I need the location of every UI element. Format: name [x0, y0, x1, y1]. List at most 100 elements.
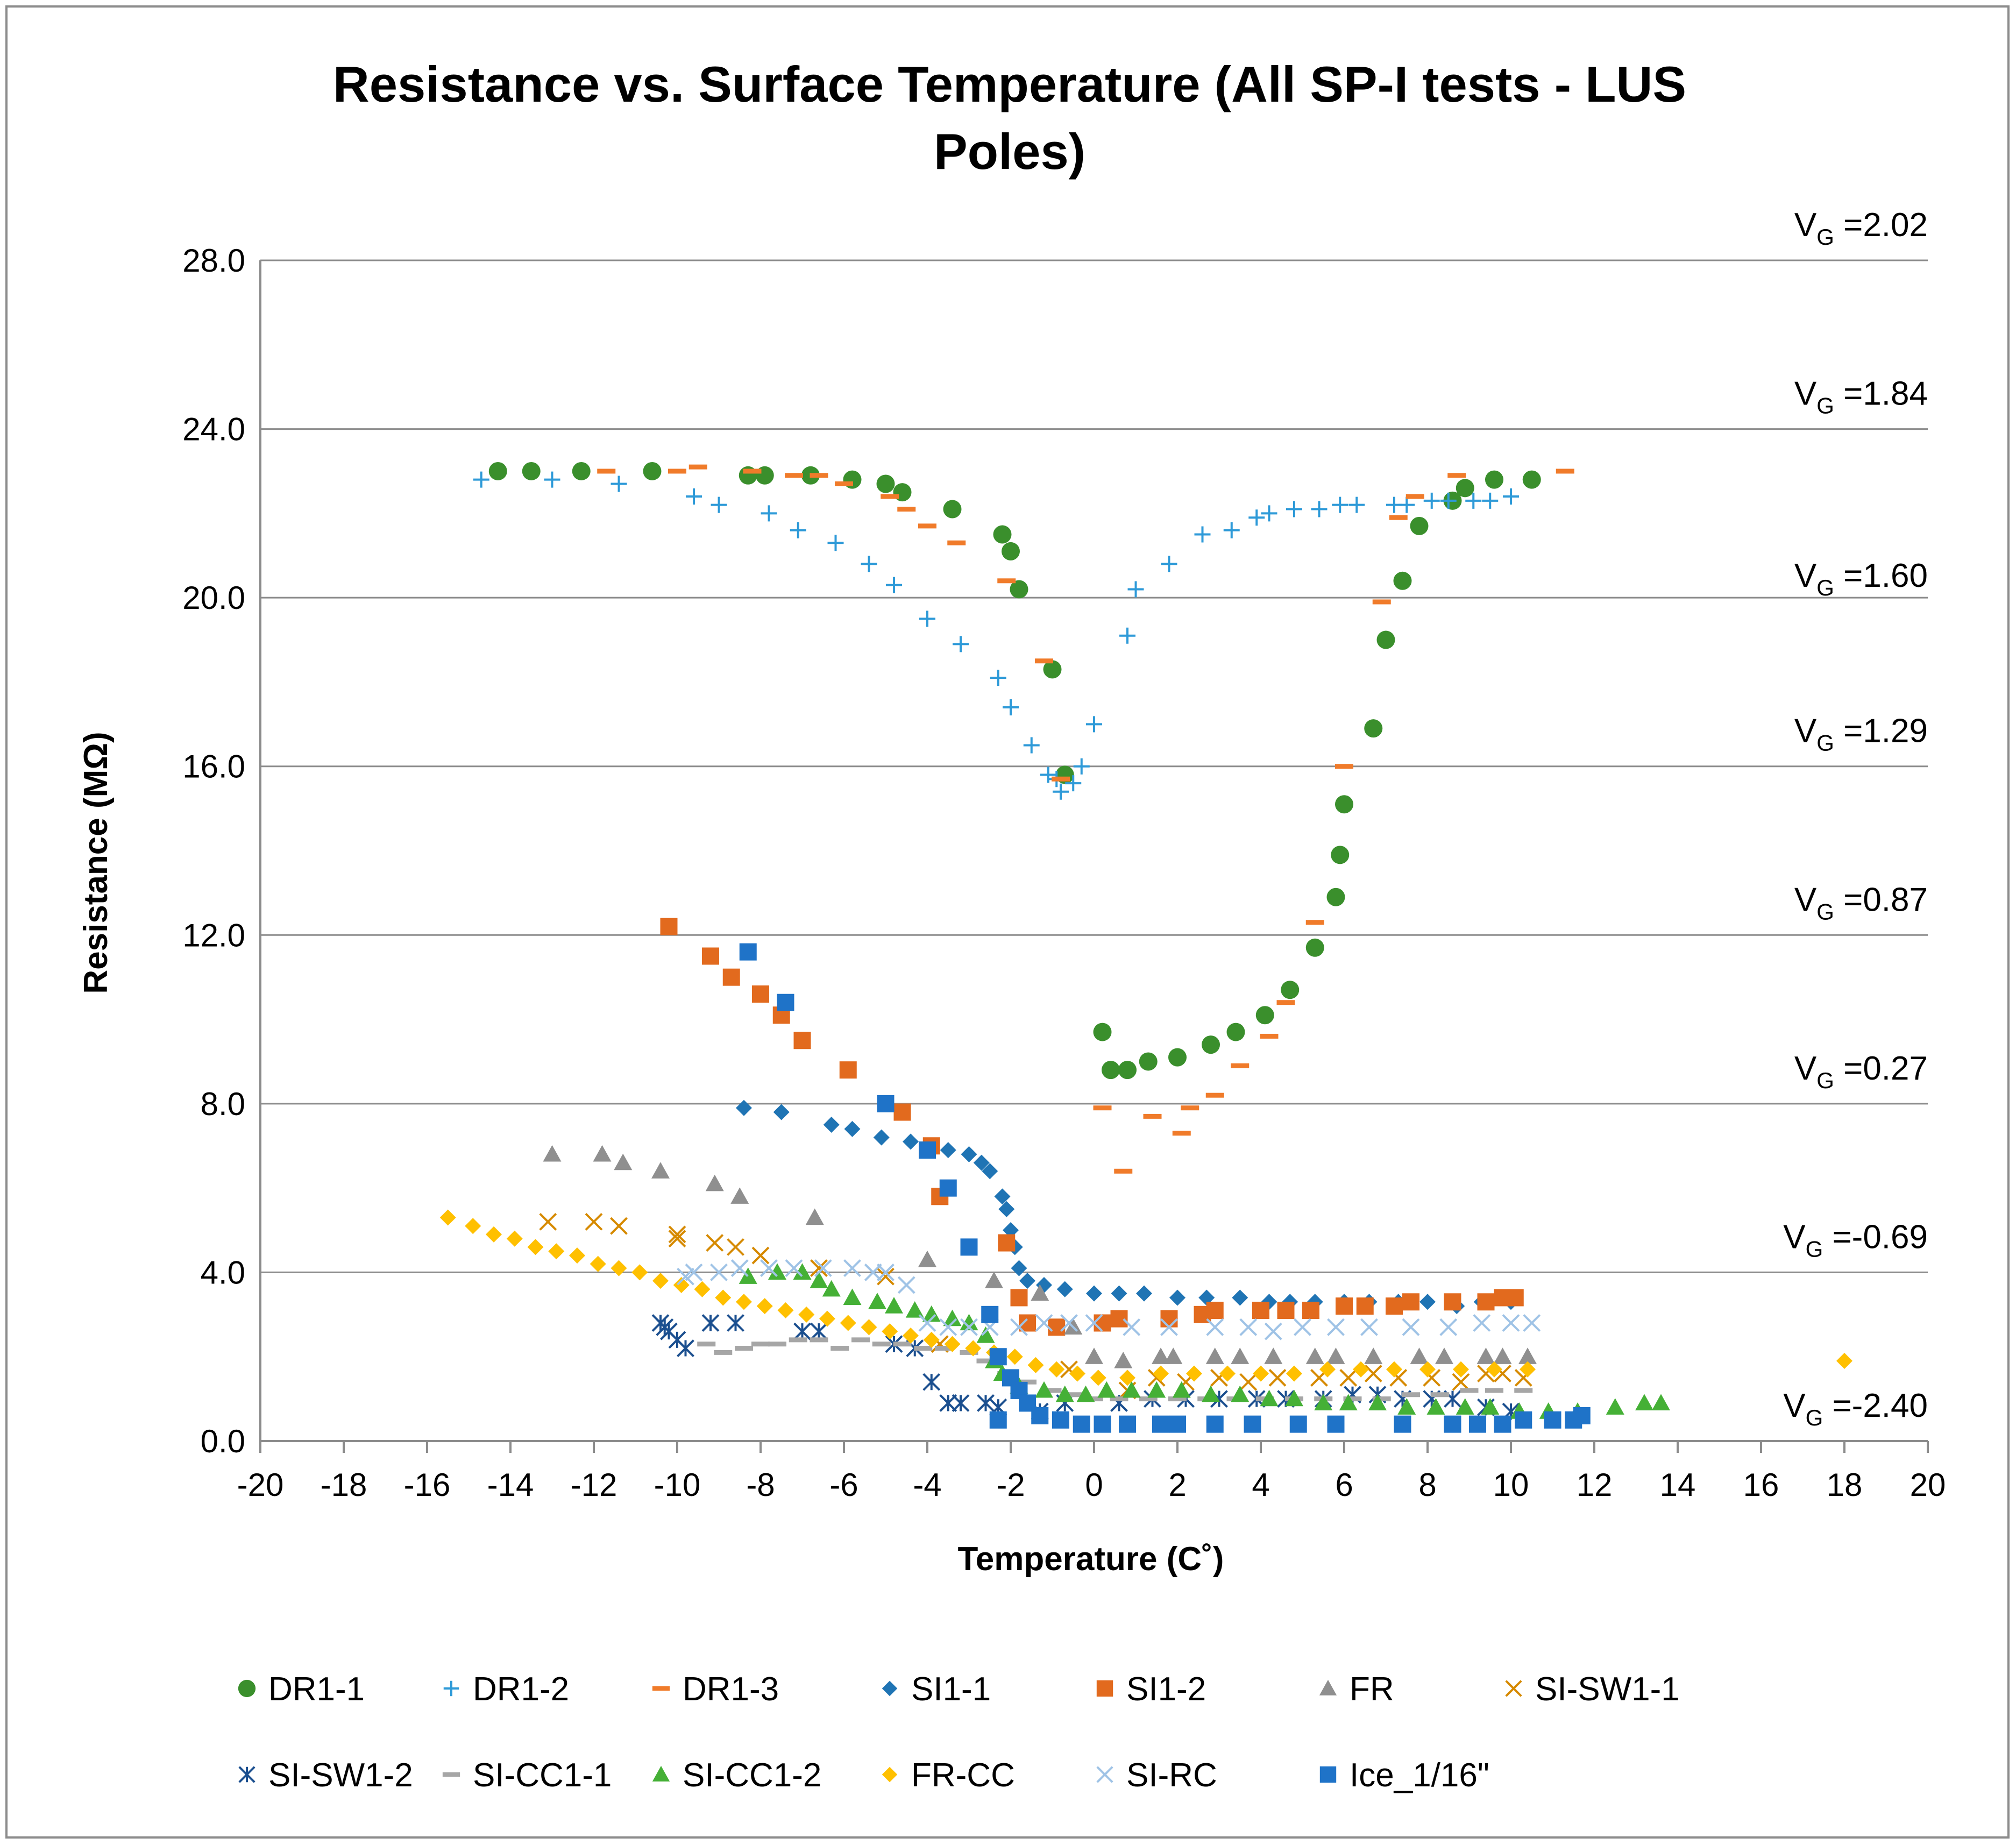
point-fr-cc — [1419, 1361, 1436, 1378]
point-fr-cc — [819, 1310, 835, 1327]
point-si-rc — [960, 1318, 978, 1336]
point-si-sw1-1 — [539, 1212, 557, 1231]
x-tick-label: 6 — [1335, 1467, 1353, 1503]
point-fr-cc — [965, 1340, 982, 1357]
point-dr1-1 — [1118, 1061, 1137, 1080]
point-fr-cc — [652, 1273, 669, 1289]
point-si-sw1-1 — [668, 1225, 686, 1244]
point-si1-1 — [982, 1163, 998, 1180]
point-ice-1-16 — [1327, 1415, 1345, 1433]
point-si-rc — [1239, 1318, 1258, 1336]
chart-title-line-1: Resistance vs. Surface Temperature (All … — [333, 56, 1686, 112]
point-si1-2 — [702, 947, 719, 965]
point-dr1-3 — [1172, 1131, 1191, 1136]
point-fr-cc — [1253, 1365, 1269, 1382]
point-si-rc — [1060, 1314, 1078, 1332]
point-si-cc1-2 — [1652, 1394, 1670, 1411]
point-dr1-2 — [1023, 737, 1040, 754]
point-dr1-3 — [743, 469, 762, 474]
point-dr1-1 — [1335, 795, 1353, 814]
point-dr1-3 — [1093, 1105, 1112, 1111]
point-si-sw1-2 — [952, 1394, 970, 1412]
point-ice-1-16 — [1394, 1415, 1411, 1433]
x-tick-label: -20 — [237, 1467, 284, 1503]
point-fr-cc — [1319, 1361, 1336, 1378]
point-si-rc — [1264, 1322, 1282, 1340]
point-si1-2 — [1444, 1293, 1461, 1311]
point-dr1-3 — [1305, 920, 1324, 925]
point-fr-cc — [439, 1209, 456, 1226]
point-fr-cc — [777, 1302, 794, 1318]
point-dr1-2 — [861, 556, 877, 572]
point-si-rc — [1360, 1318, 1378, 1336]
legend-label-dr1-1: DR1-1 — [268, 1671, 365, 1708]
point-si-cc1-2 — [885, 1297, 903, 1314]
point-fr-cc — [1006, 1349, 1023, 1365]
point-dr1-3 — [947, 540, 966, 545]
point-si1-1 — [940, 1142, 956, 1159]
legend-label-fr: FR — [1350, 1671, 1394, 1708]
point-si-cc1-1 — [960, 1350, 978, 1355]
point-fr-cc — [694, 1281, 711, 1297]
point-si-rc — [864, 1264, 882, 1281]
point-si1-2 — [1506, 1289, 1524, 1307]
point-dr1-2 — [1194, 526, 1211, 543]
point-fr — [918, 1250, 936, 1267]
vg-annotations: VG =2.02 VG =1.84 VG =1.60 VG =1.29 VG =0.87… — [1783, 207, 1928, 1430]
point-fr — [1085, 1347, 1103, 1364]
point-fr-cc — [882, 1323, 898, 1340]
point-dr1-3 — [1276, 1000, 1295, 1005]
point-ice-1-16 — [1244, 1415, 1261, 1433]
point-dr1-3 — [1231, 1063, 1250, 1068]
point-fr-cc — [798, 1306, 815, 1323]
point-si1-2 — [1206, 1301, 1224, 1319]
point-dr1-1 — [1043, 660, 1062, 679]
point-fr — [651, 1162, 670, 1179]
point-si-rc — [1206, 1318, 1224, 1336]
point-dr1-2 — [886, 577, 902, 593]
point-ice-1-16 — [1289, 1415, 1307, 1433]
point-ice-1-16 — [1515, 1411, 1532, 1429]
point-ice-1-16 — [1469, 1415, 1486, 1433]
point-si-cc1-1 — [1085, 1396, 1103, 1402]
vg-annotation: VG =1.84 — [1794, 375, 1928, 418]
legend-marker-fr — [1319, 1679, 1337, 1695]
point-fr-cc — [569, 1247, 585, 1264]
point-fr-cc — [715, 1289, 732, 1306]
point-fr — [985, 1272, 1003, 1288]
point-fr — [705, 1174, 724, 1191]
legend: DR1-1 DR1-2 DR1-3 SI1-1 SI1-2 FR SI-SW1-1 SI-SW… — [238, 1671, 1680, 1794]
point-fr — [1152, 1347, 1170, 1364]
point-si1-2 — [1252, 1301, 1269, 1319]
point-si-rc — [843, 1259, 861, 1278]
point-dr1-1 — [1485, 470, 1503, 489]
point-si-rc — [897, 1276, 915, 1294]
legend-label-ice-1-16: Ice_1/16" — [1350, 1757, 1489, 1794]
point-si1-2 — [1356, 1297, 1374, 1315]
point-fr-cc — [756, 1298, 773, 1315]
point-dr1-2 — [1286, 501, 1302, 517]
point-dr1-3 — [1205, 1092, 1224, 1098]
chart-frame: Resistance vs. Surface Temperature (All … — [5, 5, 2010, 1839]
legend-marker-si-cc1-2 — [652, 1765, 670, 1782]
y-tick-label: 4.0 — [201, 1254, 245, 1290]
legend-label-dr1-2: DR1-2 — [473, 1671, 569, 1708]
point-dr1-3 — [688, 464, 707, 470]
point-fr-cc — [1353, 1361, 1369, 1378]
y-tick-label: 0.0 — [201, 1423, 245, 1459]
point-fr — [614, 1153, 633, 1170]
data-points — [439, 462, 1852, 1433]
point-si-cc1-1 — [1514, 1388, 1533, 1393]
x-tick-label: 16 — [1743, 1467, 1779, 1503]
point-dr1-2 — [1482, 492, 1499, 509]
point-fr-cc — [1048, 1361, 1065, 1378]
point-dr1-1 — [1102, 1061, 1120, 1080]
point-fr — [1364, 1347, 1383, 1364]
point-dr1-3 — [835, 481, 853, 486]
point-si1-1 — [736, 1099, 752, 1116]
point-si1-1 — [1198, 1289, 1215, 1306]
x-tick-label: 12 — [1577, 1467, 1613, 1503]
point-si-sw1-1 — [585, 1212, 603, 1231]
point-si-rc — [710, 1264, 728, 1281]
x-tick-label: -10 — [654, 1467, 701, 1503]
